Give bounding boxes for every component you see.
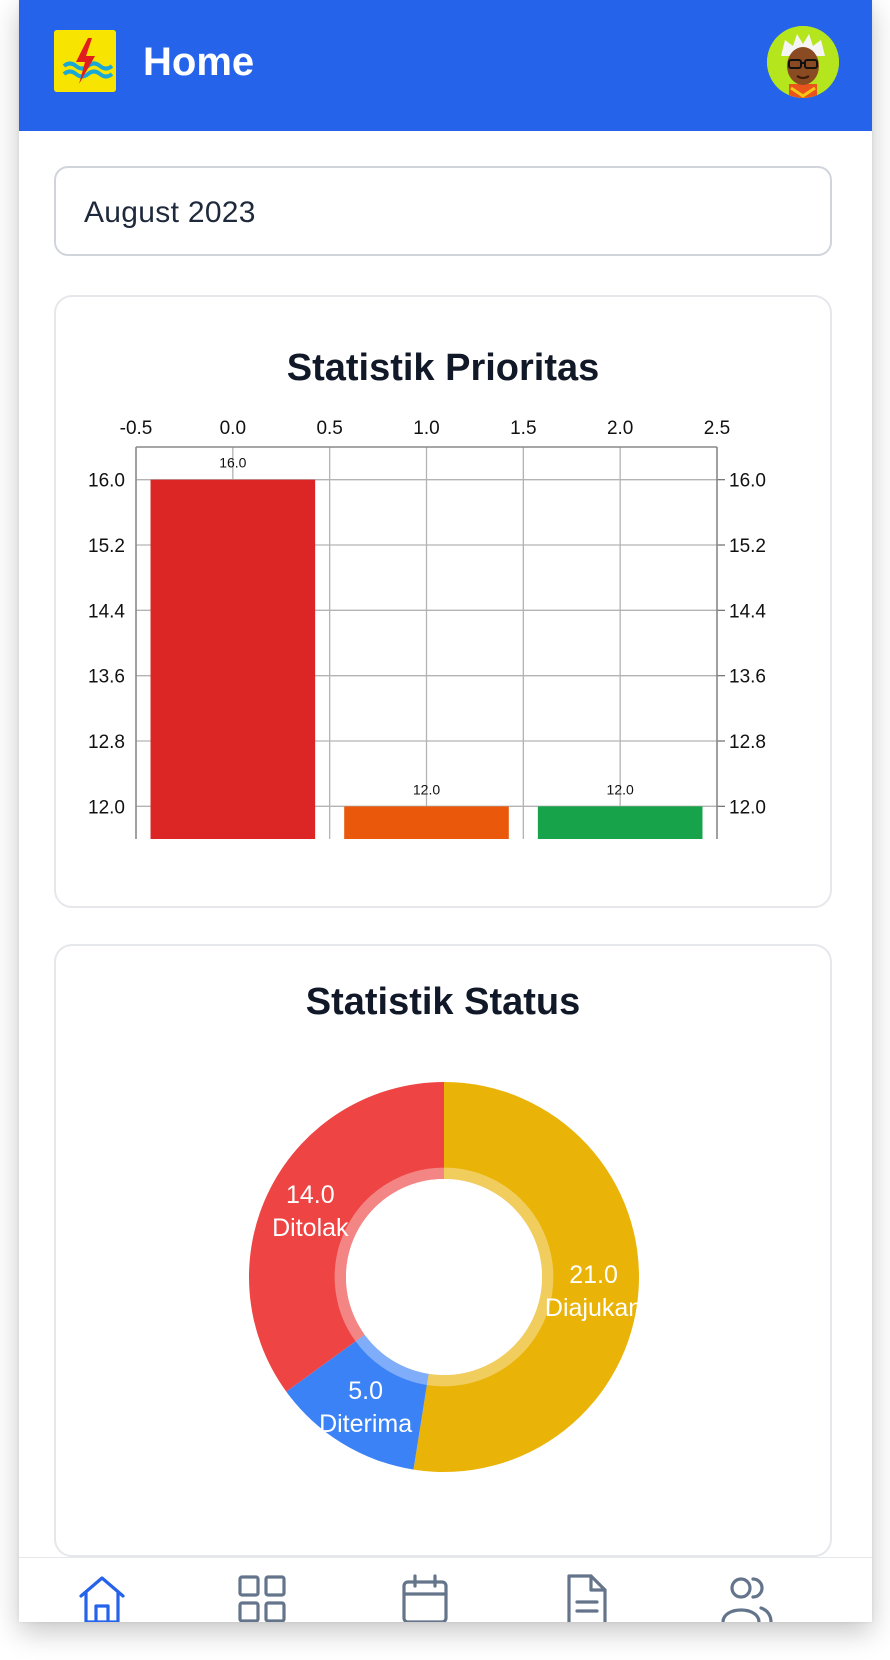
donut-slice <box>248 1082 444 1392</box>
donut-hole <box>346 1179 542 1375</box>
x-tick-label: 2.5 <box>704 418 730 439</box>
bar-value-label: 16.0 <box>219 455 246 471</box>
priority-chart-title: Statistik Prioritas <box>286 347 600 389</box>
grid-icon <box>238 1575 286 1622</box>
slice-value-label: 14.0 <box>286 1181 335 1209</box>
slice-value-label: 21.0 <box>569 1261 618 1289</box>
x-tick-label: 1.5 <box>510 418 536 439</box>
bar <box>537 806 703 839</box>
y-tick-label-left: 12.8 <box>88 732 125 753</box>
status-donut-chart: 21.0 Diajukan 5.0 Diterima 14.0 Ditolak <box>248 1082 643 1472</box>
bottom-navigation <box>19 1557 872 1622</box>
y-tick-label-left: 15.2 <box>88 536 125 557</box>
donut-slice <box>413 1082 639 1472</box>
bar-value-label: 12.0 <box>413 781 440 797</box>
donut-inner-ring <box>426 1167 554 1387</box>
month-picker[interactable]: August 2023 <box>54 166 832 256</box>
slice-name-label: Ditolak <box>272 1214 349 1242</box>
donut-inner-ring <box>355 1334 429 1386</box>
donut-slice <box>286 1334 429 1470</box>
status-chart-card: 21.0 Diajukan 5.0 Diterima 14.0 Ditolak Stati… <box>54 944 832 1557</box>
nav-reports[interactable] <box>559 1572 615 1622</box>
y-tick-label-right: 16.0 <box>729 471 766 492</box>
x-tick-label: 0.5 <box>316 418 342 439</box>
document-icon <box>567 1574 607 1622</box>
nav-home[interactable] <box>74 1572 130 1622</box>
y-tick-label-right: 12.8 <box>729 732 766 753</box>
y-tick-label-left: 14.4 <box>88 601 125 622</box>
calendar-icon <box>402 1574 448 1622</box>
pln-logo-icon <box>54 30 116 92</box>
page-title: Home <box>143 40 255 84</box>
slice-value-label: 5.0 <box>348 1377 383 1405</box>
nav-calendar[interactable] <box>397 1572 453 1622</box>
x-tick-label: 0.0 <box>220 418 246 439</box>
priority-bar-chart: -0.5 0.0 0.5 1.0 1.5 2.0 2.5 12.0 12.0 12.8 12.8 13… <box>88 418 766 839</box>
x-tick-label: 1.0 <box>413 418 439 439</box>
y-tick-label-left: 13.6 <box>88 667 125 688</box>
y-tick-label-left: 16.0 <box>88 471 125 492</box>
x-tick-label: -0.5 <box>120 418 153 439</box>
donut-inner-ring <box>334 1167 445 1342</box>
bar <box>150 479 316 839</box>
y-tick-label-right: 14.4 <box>729 601 766 622</box>
nav-users[interactable] <box>719 1572 775 1622</box>
bar <box>344 806 509 839</box>
users-icon <box>721 1577 773 1622</box>
y-tick-label-left: 12.0 <box>88 797 125 818</box>
status-chart-title: Statistik Status <box>305 981 581 1023</box>
app-screen: Home August 2023 -0.5 0.0 0.5 1.0 1.5 2.0 2.5 1… <box>19 0 872 1622</box>
priority-chart-card: -0.5 0.0 0.5 1.0 1.5 2.0 2.5 12.0 12.0 12.8 12.8 13… <box>54 295 832 908</box>
user-avatar-icon <box>767 26 839 98</box>
slice-name-label: Diterima <box>319 1410 412 1438</box>
app-header: Home <box>19 0 872 131</box>
bar-value-label: 12.0 <box>607 781 634 797</box>
nav-dashboard[interactable] <box>234 1572 290 1622</box>
y-tick-label-right: 12.0 <box>729 797 766 818</box>
y-tick-label-right: 13.6 <box>729 667 766 688</box>
user-avatar[interactable] <box>767 26 839 98</box>
x-tick-label: 2.0 <box>607 418 633 439</box>
slice-name-label: Diajukan <box>545 1294 642 1322</box>
y-tick-label-right: 15.2 <box>729 536 766 557</box>
month-picker-value: August 2023 <box>84 196 256 229</box>
home-icon <box>79 1576 125 1622</box>
